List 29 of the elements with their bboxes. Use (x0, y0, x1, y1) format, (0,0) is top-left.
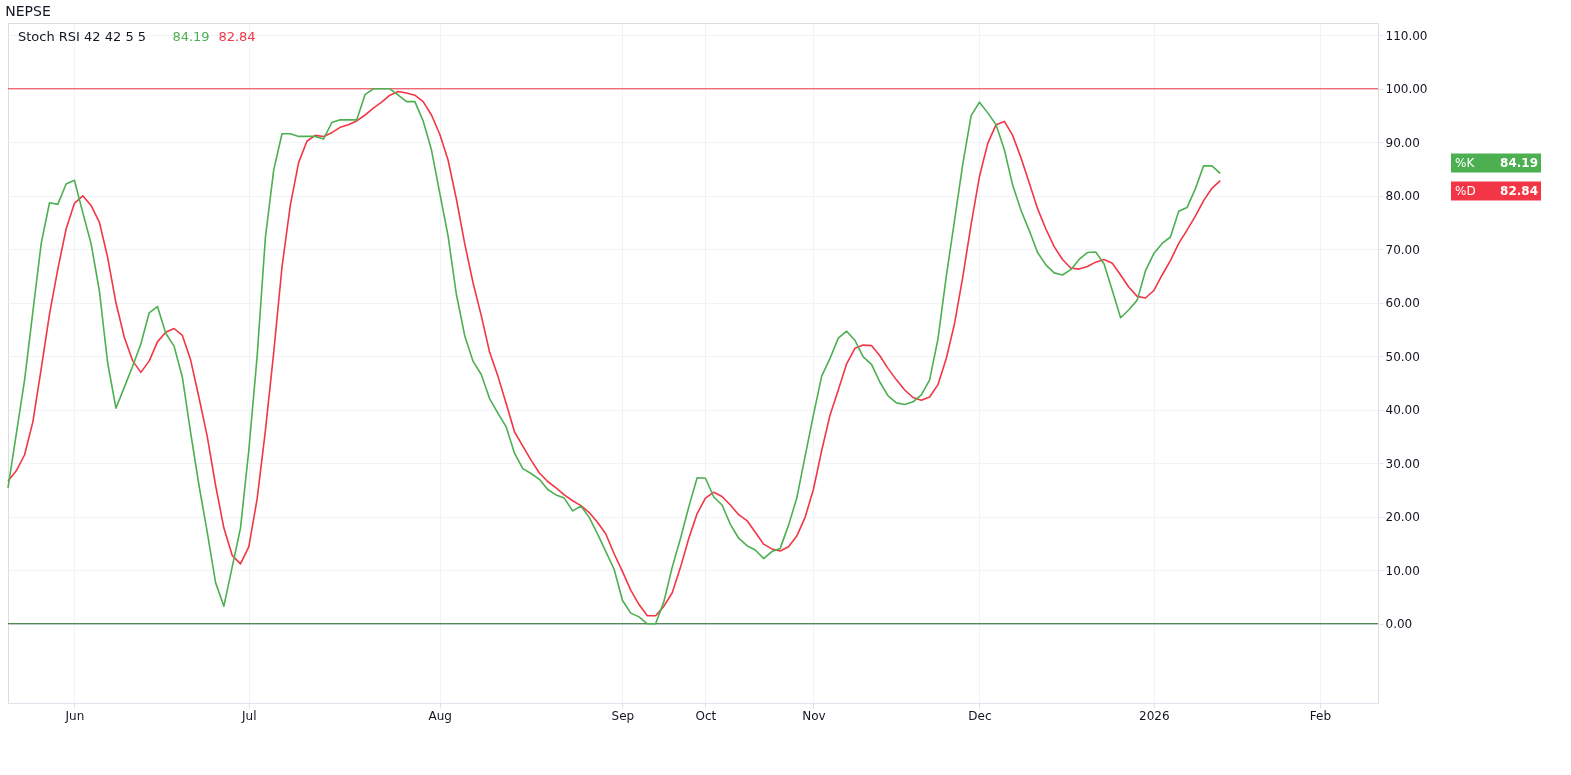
y-tick-label: 20.00 (1385, 510, 1420, 525)
x-tick-label: Sep (611, 708, 635, 723)
y-tick-label: 110.00 (1385, 28, 1428, 43)
text: %K (1455, 155, 1476, 170)
annotation: 84.19 (172, 29, 210, 44)
y-tick-label: 100.00 (1385, 82, 1428, 97)
y-tick-label: 10.00 (1385, 563, 1420, 578)
annotation: 82.84 (218, 29, 256, 44)
text: 84.19 (1500, 155, 1538, 170)
chart-title: NEPSE (5, 3, 51, 19)
x-tick-label: Oct (695, 708, 717, 723)
y-tick-label: 40.00 (1385, 403, 1420, 418)
y-tick-label: 90.00 (1385, 135, 1420, 150)
text: %D (1455, 184, 1476, 199)
y-tick-label: 50.00 (1385, 349, 1420, 364)
x-tick-label: Feb (1309, 708, 1331, 723)
x-tick-label: Dec (968, 708, 992, 723)
y-tick-label: 80.00 (1385, 189, 1420, 204)
x-tick-label: Nov (802, 708, 826, 723)
y-tick-label: 0.00 (1385, 617, 1413, 632)
y-tick-label: 60.00 (1385, 296, 1420, 311)
text: 82.84 (1500, 184, 1538, 199)
x-tick-label: Aug (428, 708, 452, 723)
y-tick-label: 70.00 (1385, 242, 1420, 257)
x-tick-label: Jun (64, 708, 85, 723)
text: Stoch RSI 42 42 5 5 (18, 29, 147, 44)
x-tick-label: 2026 (1139, 708, 1170, 723)
x-tick-label: Jul (241, 708, 257, 723)
y-tick-label: 30.00 (1385, 456, 1420, 471)
